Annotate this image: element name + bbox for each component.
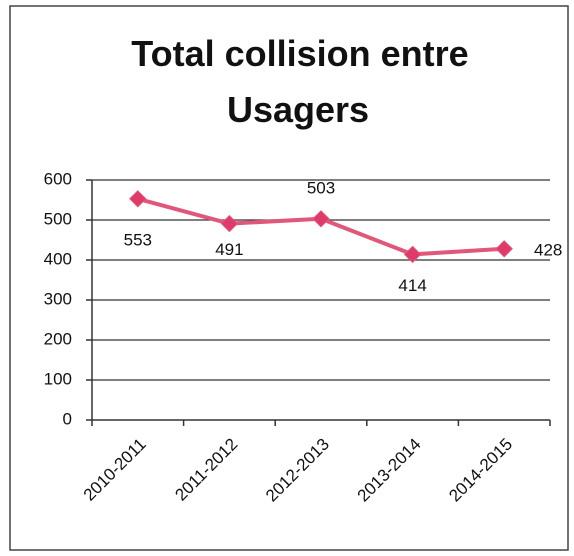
data-label: 491 — [215, 240, 243, 259]
chart-title: Total collision entre — [131, 33, 468, 74]
data-label: 414 — [398, 276, 426, 295]
data-point — [403, 245, 422, 264]
data-label: 553 — [124, 230, 152, 249]
chart-title: Usagers — [227, 89, 369, 130]
y-tick-label: 200 — [44, 329, 72, 348]
data-point — [220, 214, 239, 233]
y-tick-label: 500 — [44, 209, 72, 228]
data-label: 503 — [307, 178, 335, 197]
y-tick-label: 0 — [63, 409, 72, 428]
data-point — [495, 240, 513, 258]
y-tick-label: 100 — [44, 369, 72, 388]
data-point — [129, 190, 147, 208]
chart-frame — [9, 5, 569, 551]
data-label: 428 — [534, 240, 562, 259]
y-tick-label: 300 — [44, 289, 72, 308]
y-tick-label: 600 — [44, 169, 72, 188]
data-point — [312, 210, 330, 228]
y-tick-label: 400 — [44, 249, 72, 268]
